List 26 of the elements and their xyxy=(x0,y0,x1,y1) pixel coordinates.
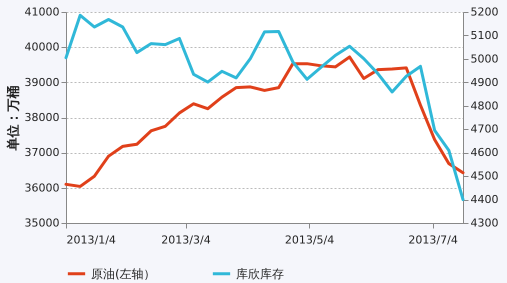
line-series xyxy=(64,14,464,202)
legend-label: 库欣库存 xyxy=(236,266,284,281)
legend-label: 原油(左轴） xyxy=(91,266,156,281)
y-tick-label: 39000 xyxy=(24,76,60,89)
y2-tick-label: 4900 xyxy=(470,76,498,89)
x-tick-label: 2013/3/4 xyxy=(161,234,211,246)
y2-tick-label: 4500 xyxy=(470,170,498,183)
y-tick-label: 36000 xyxy=(24,181,60,194)
y2-tick-label: 4800 xyxy=(470,99,498,112)
line-series xyxy=(64,56,464,188)
y2-tick-label: 4400 xyxy=(470,193,498,206)
y-tick-label: 35000 xyxy=(24,216,60,230)
y2-tick-label: 4700 xyxy=(470,122,498,136)
y2-tick-label: 4300 xyxy=(470,216,498,230)
y-axis-title: 单位：万桶 xyxy=(6,86,22,152)
y-tick-label: 40000 xyxy=(24,40,60,54)
y-tick-label: 38000 xyxy=(24,111,60,124)
y2-tick-label: 5100 xyxy=(470,28,498,42)
y2-tick-label: 5200 xyxy=(470,6,498,18)
x-tick-label: 2013/7/4 xyxy=(408,234,458,246)
y2-tick-label: 4600 xyxy=(470,146,498,160)
x-tick-label: 2013/5/4 xyxy=(284,234,334,246)
y2-tick-label: 5000 xyxy=(470,52,498,66)
y-tick-label: 37000 xyxy=(24,146,60,160)
x-tick-label: 2013/1/4 xyxy=(66,234,116,246)
y-tick-label: 41000 xyxy=(24,6,60,18)
